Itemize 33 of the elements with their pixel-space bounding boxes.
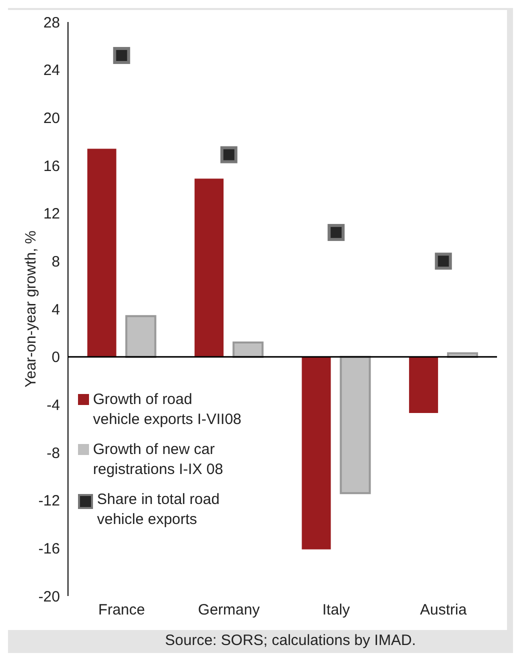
y-tick-label: 4 (52, 301, 60, 318)
y-tick-label: -20 (38, 588, 60, 606)
y-tick-label: -4 (46, 396, 60, 414)
y-tick-label: -8 (46, 444, 60, 462)
x-tick-label: Italy (322, 602, 350, 619)
bar (87, 148, 116, 357)
bar (125, 315, 156, 358)
source-note: Source: SORS; calculations by IMAD. (164, 632, 417, 649)
legend-label: Growth of new car registrations I-IX 08 (93, 440, 224, 480)
y-tick-label: 24 (43, 62, 60, 80)
y-tick-label: 20 (43, 110, 60, 127)
y-tick-label: 12 (43, 206, 60, 223)
x-tick-label: France (98, 602, 145, 619)
point (220, 146, 238, 164)
bar (302, 356, 331, 550)
y-tick-label: 0 (52, 349, 60, 366)
legend-label: Growth of road vehicle exports I-VII08 (93, 390, 242, 430)
point (113, 46, 130, 64)
y-tick-label: -12 (38, 492, 60, 510)
bar (409, 356, 438, 414)
bar (232, 341, 264, 358)
legend-label: Share in total road vehicle exports (97, 490, 221, 530)
bar (194, 178, 224, 357)
y-tick-label: -16 (38, 540, 60, 558)
x-tick-label: Austria (420, 602, 468, 619)
point (434, 252, 452, 270)
bar (340, 356, 371, 494)
y-tick-label: 16 (43, 158, 60, 175)
y-tick-label: 8 (52, 253, 60, 270)
y-axis-title: Year-on-year growth, % (22, 230, 40, 388)
y-tick-label: 28 (43, 14, 60, 32)
point (328, 224, 345, 241)
x-tick-label: Germany (198, 602, 260, 619)
